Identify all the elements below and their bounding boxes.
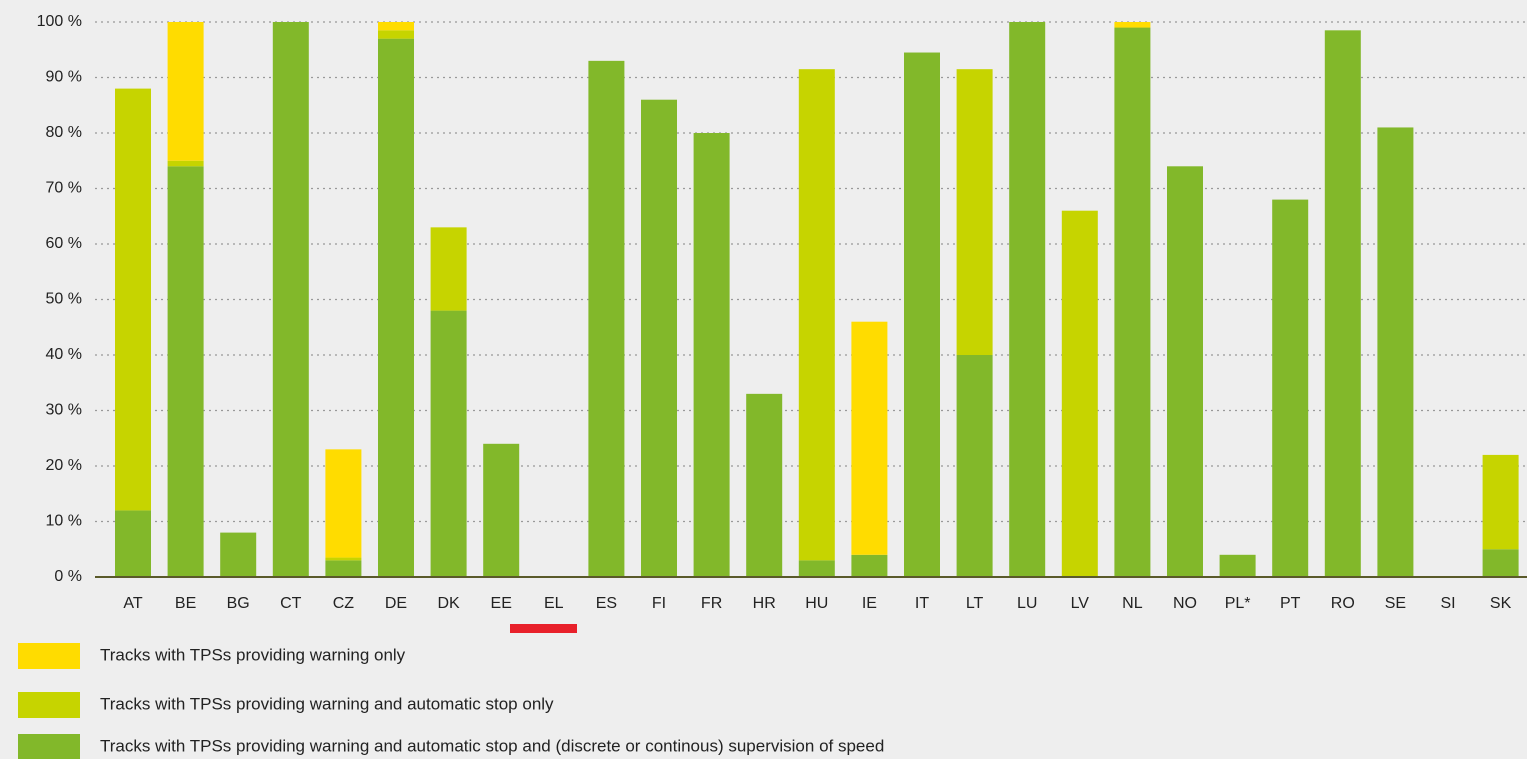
- bar-segment: [1009, 22, 1046, 577]
- x-tick-label: HU: [805, 595, 828, 612]
- x-tick-label: CT: [280, 595, 302, 612]
- x-tick-label: PT: [1280, 595, 1301, 612]
- x-tick-label: PL*: [1225, 595, 1251, 612]
- x-tick-label: DE: [385, 595, 407, 612]
- x-tick-label: AT: [123, 595, 142, 612]
- bar-segment: [588, 60, 625, 578]
- x-tick-label: SI: [1440, 595, 1455, 612]
- x-tick-label: NO: [1173, 595, 1197, 612]
- bar-segment: [167, 166, 204, 578]
- bar-segment: [1167, 166, 1203, 578]
- bar-segment: [641, 99, 677, 577]
- bar-segment: [378, 30, 414, 39]
- legend-label: Tracks with TPSs providing warning and a…: [100, 736, 884, 755]
- y-tick-label: 100 %: [37, 13, 82, 30]
- bar-segment: [378, 38, 414, 577]
- bar-segment: [430, 310, 467, 577]
- x-tick-label: EE: [491, 595, 512, 612]
- bar-segment: [1219, 554, 1256, 577]
- x-tick-label: BE: [175, 595, 196, 612]
- bar-segment: [167, 160, 204, 167]
- x-tick-label: LU: [1017, 595, 1037, 612]
- bar-segment: [220, 532, 257, 577]
- bar-segment: [1114, 27, 1151, 578]
- x-tick-label: EL: [544, 595, 564, 612]
- bar-segment: [1061, 210, 1098, 577]
- y-tick-label: 60 %: [46, 235, 82, 252]
- x-tick-label: IT: [915, 595, 929, 612]
- bar-segment: [167, 22, 204, 161]
- x-tick-label: ES: [596, 595, 617, 612]
- x-tick-label: SK: [1490, 595, 1512, 612]
- bar-segment: [1324, 30, 1361, 577]
- legend-swatch: [18, 692, 80, 718]
- bar-segment: [956, 69, 993, 356]
- bar-segment: [798, 560, 835, 577]
- y-tick-label: 40 %: [46, 346, 82, 363]
- bar-segment: [1272, 199, 1309, 577]
- x-tick-label: RO: [1331, 595, 1355, 612]
- bar-segment: [430, 227, 467, 311]
- x-tick-label: FR: [701, 595, 722, 612]
- bar-segment: [1377, 127, 1414, 577]
- x-tick-label: IE: [862, 595, 877, 612]
- y-tick-label: 50 %: [46, 291, 82, 308]
- x-tick-label: LV: [1071, 595, 1090, 612]
- highlight-underline: [510, 624, 577, 633]
- legend-swatch: [18, 643, 80, 669]
- legend-label: Tracks with TPSs providing warning only: [100, 645, 406, 664]
- y-tick-label: 30 %: [46, 402, 82, 419]
- x-tick-label: NL: [1122, 595, 1143, 612]
- x-tick-label: LT: [966, 595, 984, 612]
- y-tick-label: 70 %: [46, 180, 82, 197]
- bar-segment: [904, 52, 940, 577]
- bar-segment: [115, 88, 151, 511]
- y-tick-label: 10 %: [46, 513, 82, 530]
- bar-segment: [325, 557, 362, 561]
- y-tick-label: 90 %: [46, 69, 82, 86]
- bar-segment: [115, 510, 151, 577]
- bar-segment: [378, 22, 414, 31]
- bar-segment: [851, 554, 888, 577]
- x-tick-label: BG: [227, 595, 250, 612]
- bar-segment: [1114, 22, 1151, 28]
- y-tick-label: 80 %: [46, 124, 82, 141]
- legend-swatch: [18, 734, 80, 759]
- y-tick-label: 0 %: [54, 568, 82, 585]
- bar-segment: [272, 22, 309, 577]
- bar-segment: [798, 69, 835, 561]
- bar-segment: [956, 355, 993, 577]
- x-tick-label: SE: [1385, 595, 1406, 612]
- bar-segment: [325, 449, 362, 558]
- bar-segment: [1482, 549, 1519, 577]
- bar-segment: [325, 560, 362, 577]
- x-tick-label: DK: [437, 595, 460, 612]
- bar-segment: [851, 321, 888, 555]
- x-tick-label: HR: [753, 595, 776, 612]
- bar-segment: [1482, 454, 1519, 550]
- y-tick-label: 20 %: [46, 457, 82, 474]
- x-tick-label: FI: [652, 595, 666, 612]
- bar-segment: [693, 133, 730, 577]
- bar-segment: [746, 393, 783, 577]
- x-tick-label: CZ: [333, 595, 355, 612]
- bar-segment: [483, 443, 520, 577]
- legend-label: Tracks with TPSs providing warning and a…: [100, 694, 554, 713]
